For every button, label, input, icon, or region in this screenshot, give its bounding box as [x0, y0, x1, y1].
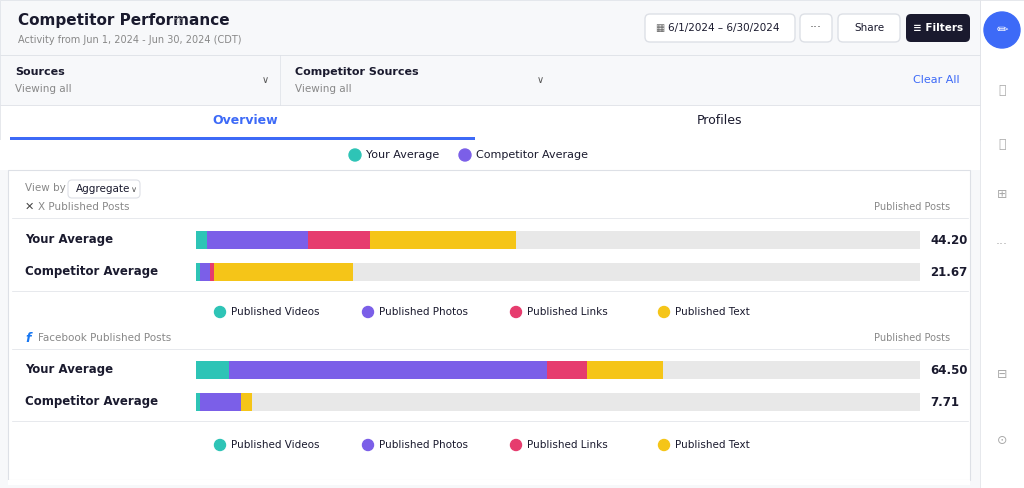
- Bar: [241, 393, 252, 411]
- Bar: [0, 55, 980, 105]
- Circle shape: [214, 306, 225, 318]
- Bar: [196, 393, 200, 411]
- Bar: [10, 137, 475, 140]
- Text: Viewing all: Viewing all: [15, 84, 72, 94]
- Text: ⊙: ⊙: [996, 433, 1008, 447]
- Text: Published Videos: Published Videos: [231, 440, 319, 450]
- Text: 6/1/2024 – 6/30/2024: 6/1/2024 – 6/30/2024: [668, 23, 779, 33]
- Text: ∨: ∨: [261, 75, 268, 85]
- Bar: [196, 361, 920, 379]
- Text: 7.71: 7.71: [930, 395, 959, 408]
- Text: Sources: Sources: [15, 67, 65, 77]
- Bar: [8, 170, 970, 480]
- Bar: [196, 231, 207, 249]
- Text: Published Posts: Published Posts: [873, 333, 950, 343]
- Text: 64.50: 64.50: [930, 364, 968, 377]
- Text: View by: View by: [25, 183, 66, 193]
- Circle shape: [349, 149, 361, 161]
- Bar: [370, 231, 516, 249]
- Text: Published Photos: Published Photos: [379, 307, 468, 317]
- Text: Aggregate: Aggregate: [76, 184, 130, 194]
- Text: Facebook Published Posts: Facebook Published Posts: [38, 333, 171, 343]
- Text: Share: Share: [854, 23, 884, 33]
- Text: Your Average: Your Average: [366, 150, 439, 160]
- Text: Published Text: Published Text: [675, 307, 750, 317]
- Text: ✕: ✕: [25, 202, 35, 212]
- Bar: [200, 393, 241, 411]
- Text: Your Average: Your Average: [25, 364, 113, 377]
- Bar: [207, 231, 308, 249]
- Text: ▦: ▦: [655, 23, 665, 33]
- Circle shape: [658, 440, 670, 450]
- Text: ☆: ☆: [172, 14, 183, 26]
- Circle shape: [984, 12, 1020, 48]
- Text: Competitor Performance: Competitor Performance: [18, 13, 229, 27]
- Text: ∨: ∨: [537, 75, 544, 85]
- Text: ✏: ✏: [996, 23, 1008, 37]
- Text: Competitor Average: Competitor Average: [476, 150, 588, 160]
- FancyBboxPatch shape: [68, 180, 140, 198]
- Circle shape: [362, 306, 374, 318]
- Text: Viewing all: Viewing all: [295, 84, 351, 94]
- Text: ⊟: ⊟: [996, 368, 1008, 382]
- Text: 🔔: 🔔: [998, 83, 1006, 97]
- Bar: [547, 361, 587, 379]
- FancyBboxPatch shape: [906, 14, 970, 42]
- Circle shape: [658, 306, 670, 318]
- Text: Published Text: Published Text: [675, 440, 750, 450]
- Bar: [308, 231, 370, 249]
- Circle shape: [511, 440, 521, 450]
- Text: 44.20: 44.20: [930, 233, 968, 246]
- Text: Competitor Sources: Competitor Sources: [295, 67, 419, 77]
- Text: f: f: [25, 331, 31, 345]
- Text: ···: ···: [996, 239, 1008, 251]
- Bar: [0, 0, 980, 55]
- Circle shape: [511, 306, 521, 318]
- Text: Your Average: Your Average: [25, 233, 113, 246]
- Text: Published Links: Published Links: [527, 307, 608, 317]
- Text: Overview: Overview: [212, 114, 278, 126]
- FancyBboxPatch shape: [838, 14, 900, 42]
- Text: Competitor Average: Competitor Average: [25, 395, 158, 408]
- Text: ···: ···: [810, 21, 822, 35]
- Text: Published Photos: Published Photos: [379, 440, 468, 450]
- Text: ⊞: ⊞: [996, 188, 1008, 202]
- Text: Published Links: Published Links: [527, 440, 608, 450]
- Bar: [196, 361, 228, 379]
- Text: X Published Posts: X Published Posts: [38, 202, 129, 212]
- Text: Published Videos: Published Videos: [231, 307, 319, 317]
- Text: Profiles: Profiles: [697, 114, 742, 126]
- Text: Competitor Average: Competitor Average: [25, 265, 158, 279]
- Bar: [211, 263, 214, 281]
- Bar: [200, 263, 211, 281]
- Bar: [587, 361, 663, 379]
- Bar: [0, 105, 980, 140]
- Bar: [196, 393, 920, 411]
- Bar: [196, 263, 200, 281]
- FancyBboxPatch shape: [800, 14, 831, 42]
- Text: Activity from Jun 1, 2024 - Jun 30, 2024 (CDT): Activity from Jun 1, 2024 - Jun 30, 2024…: [18, 35, 242, 45]
- Bar: [196, 263, 920, 281]
- Circle shape: [362, 440, 374, 450]
- Text: Published Posts: Published Posts: [873, 202, 950, 212]
- Text: 21.67: 21.67: [930, 265, 968, 279]
- Bar: [980, 0, 1024, 488]
- Bar: [214, 263, 353, 281]
- Text: ≡ Filters: ≡ Filters: [913, 23, 963, 33]
- FancyBboxPatch shape: [645, 14, 795, 42]
- Bar: [196, 231, 920, 249]
- Text: Clear All: Clear All: [913, 75, 961, 85]
- Bar: [8, 480, 970, 485]
- Text: ∨: ∨: [131, 184, 137, 194]
- Bar: [0, 140, 980, 170]
- Circle shape: [459, 149, 471, 161]
- Circle shape: [214, 440, 225, 450]
- Text: 💬: 💬: [998, 139, 1006, 151]
- Bar: [228, 361, 547, 379]
